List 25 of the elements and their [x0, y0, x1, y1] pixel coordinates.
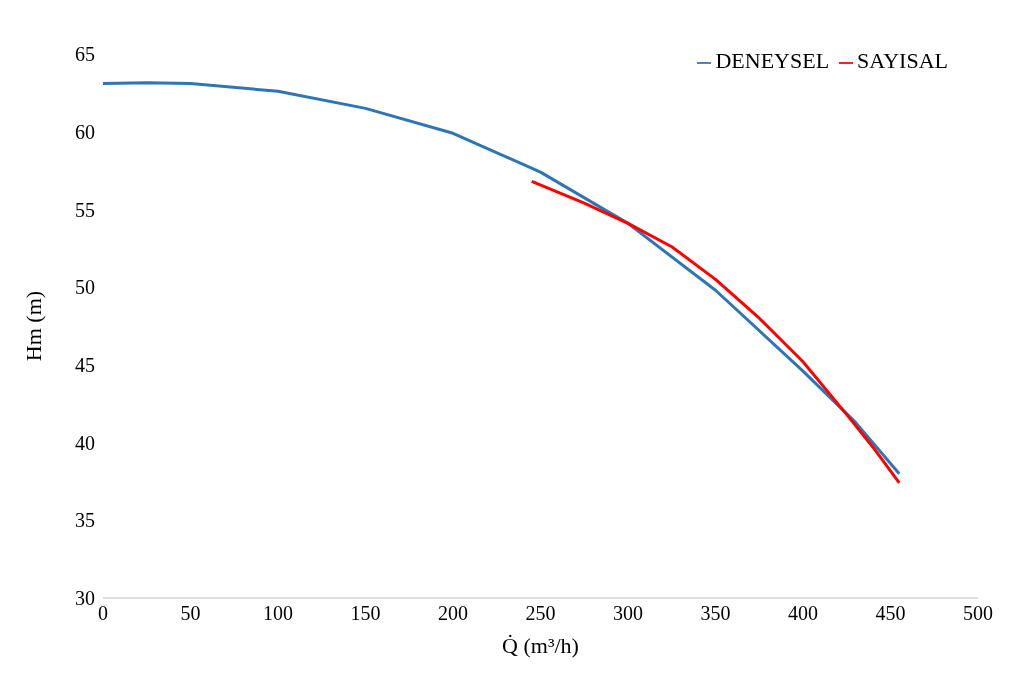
- legend-label: DENEYSEL: [715, 48, 830, 73]
- y-tick-label: 40: [75, 431, 95, 454]
- x-tick-label: 400: [788, 602, 818, 625]
- x-tick-label: 100: [263, 602, 293, 625]
- x-tick-label: 200: [438, 602, 468, 625]
- y-tick-label: 50: [75, 276, 95, 299]
- x-tick-label: 300: [613, 602, 643, 625]
- x-tick-label: 500: [963, 602, 993, 625]
- x-tick-label: 150: [350, 602, 381, 625]
- legend-label: SAYISAL: [857, 48, 948, 73]
- y-tick-label: 45: [75, 353, 95, 376]
- y-tick-label: 35: [75, 509, 95, 532]
- x-axis-title: Q̇ (m³/h): [502, 633, 579, 658]
- y-tick-label: 55: [75, 198, 95, 221]
- line-series: [530, 179, 901, 485]
- y-axis-title: Hm (m): [20, 290, 46, 362]
- y-tick-label: 65: [75, 43, 95, 66]
- x-tick-label: 50: [180, 602, 201, 625]
- y-tick-label: 60: [75, 120, 95, 143]
- x-tick-label: 450: [875, 602, 906, 625]
- line-series: [103, 81, 901, 476]
- x-tick-label: 350: [700, 602, 731, 625]
- y-tick-label: 30: [75, 587, 95, 610]
- x-tick-label: 250: [525, 602, 556, 625]
- x-tick-label: 0: [98, 602, 108, 625]
